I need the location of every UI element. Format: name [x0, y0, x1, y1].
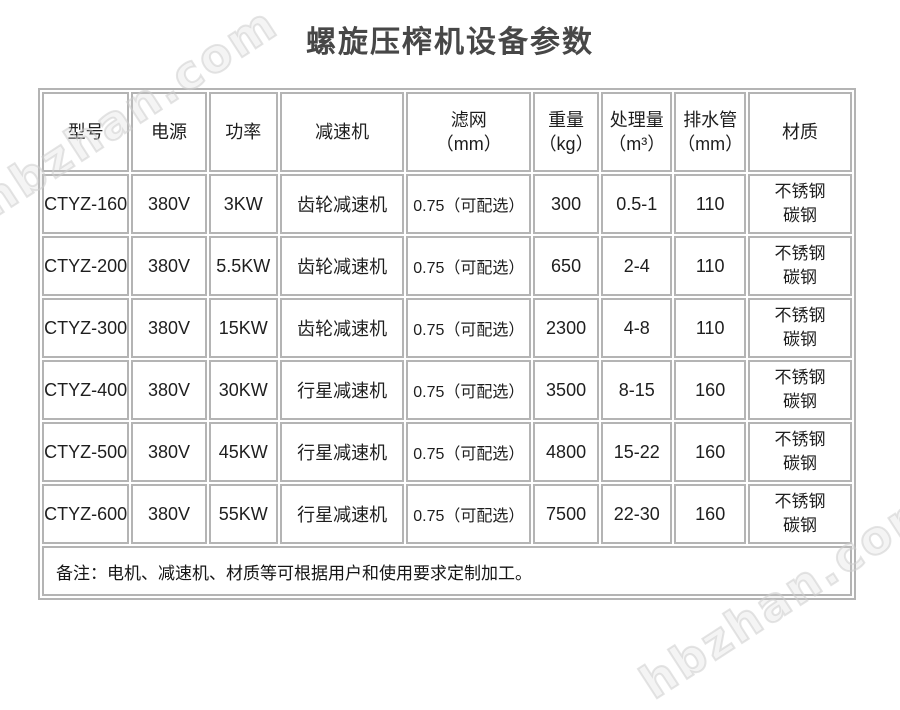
column-header-label: 型号 — [67, 121, 104, 142]
column-header-filter: 滤网 （mm） — [406, 92, 532, 172]
cell-drain-pipe: 110 — [674, 298, 746, 358]
cell-material: 不锈钢 碳钢 — [747, 422, 852, 482]
table-body: CTYZ-160 380V 3KW 齿轮减速机 0.75（可配选） 300 0.… — [42, 174, 852, 544]
cell-power: 45KW — [208, 422, 278, 482]
column-header-unit: （mm） — [677, 134, 744, 154]
column-header-unit: （mm） — [435, 134, 502, 154]
column-header-unit: （m³） — [608, 134, 666, 154]
table-row: CTYZ-300 380V 15KW 齿轮减速机 0.75（可配选） 2300 … — [42, 298, 852, 358]
cell-model: CTYZ-400 — [42, 360, 130, 420]
cell-material: 不锈钢 碳钢 — [747, 236, 852, 296]
cell-capacity: 8-15 — [601, 360, 673, 420]
cell-filter: 0.75（可配选） — [406, 174, 532, 234]
note-text: 备注：电机、减速机、材质等可根据用户和使用要求定制加工。 — [42, 546, 852, 596]
cell-power: 55KW — [208, 484, 278, 544]
cell-power-supply: 380V — [131, 422, 207, 482]
column-header-label: 排水管 — [683, 109, 738, 130]
cell-power-supply: 380V — [131, 484, 207, 544]
cell-weight: 7500 — [533, 484, 600, 544]
cell-filter: 0.75（可配选） — [406, 298, 532, 358]
column-header-reducer: 减速机 — [279, 92, 405, 172]
column-header-power: 功率 — [208, 92, 278, 172]
cell-capacity: 15-22 — [601, 422, 673, 482]
cell-power: 5.5KW — [208, 236, 278, 296]
column-header-label: 材质 — [781, 121, 818, 142]
cell-reducer: 齿轮减速机 — [279, 236, 405, 296]
table-row: CTYZ-500 380V 45KW 行星减速机 0.75（可配选） 4800 … — [42, 422, 852, 482]
cell-material: 不锈钢 碳钢 — [747, 484, 852, 544]
note-row: 备注：电机、减速机、材质等可根据用户和使用要求定制加工。 — [42, 546, 852, 596]
cell-power-supply: 380V — [131, 298, 207, 358]
cell-weight: 650 — [533, 236, 600, 296]
cell-drain-pipe: 160 — [674, 422, 746, 482]
cell-material: 不锈钢 碳钢 — [747, 174, 852, 234]
cell-power-supply: 380V — [131, 360, 207, 420]
column-header-model: 型号 — [42, 92, 130, 172]
column-header-weight: 重量 （kg） — [533, 92, 600, 172]
column-header-label: 重量 — [548, 109, 585, 130]
cell-power: 30KW — [208, 360, 278, 420]
cell-weight: 2300 — [533, 298, 600, 358]
column-header-unit: （kg） — [538, 134, 594, 154]
cell-drain-pipe: 110 — [674, 236, 746, 296]
cell-model: CTYZ-300 — [42, 298, 130, 358]
column-header-drain-pipe: 排水管 （mm） — [674, 92, 746, 172]
page-title: 螺旋压榨机设备参数 — [306, 26, 594, 59]
cell-model: CTYZ-500 — [42, 422, 130, 482]
cell-drain-pipe: 110 — [674, 174, 746, 234]
cell-drain-pipe: 160 — [674, 360, 746, 420]
cell-reducer: 行星减速机 — [279, 360, 405, 420]
cell-capacity: 2-4 — [601, 236, 673, 296]
cell-capacity: 22-30 — [601, 484, 673, 544]
cell-filter: 0.75（可配选） — [406, 484, 532, 544]
table-row: CTYZ-200 380V 5.5KW 齿轮减速机 0.75（可配选） 650 … — [42, 236, 852, 296]
cell-drain-pipe: 160 — [674, 484, 746, 544]
cell-capacity: 4-8 — [601, 298, 673, 358]
spec-table: 型号 电源 功率 减速机 滤网 （mm） 重量 （kg） — [38, 88, 856, 600]
cell-model: CTYZ-160 — [42, 174, 130, 234]
cell-filter: 0.75（可配选） — [406, 360, 532, 420]
table-header-row: 型号 电源 功率 减速机 滤网 （mm） 重量 （kg） — [42, 92, 852, 172]
column-header-material: 材质 — [747, 92, 852, 172]
cell-power-supply: 380V — [131, 174, 207, 234]
column-header-power-supply: 电源 — [131, 92, 207, 172]
cell-capacity: 0.5-1 — [601, 174, 673, 234]
column-header-label: 电源 — [151, 121, 188, 142]
cell-weight: 300 — [533, 174, 600, 234]
cell-reducer: 行星减速机 — [279, 484, 405, 544]
cell-material: 不锈钢 碳钢 — [747, 360, 852, 420]
cell-weight: 4800 — [533, 422, 600, 482]
column-header-label: 功率 — [225, 121, 262, 142]
table-row: CTYZ-160 380V 3KW 齿轮减速机 0.75（可配选） 300 0.… — [42, 174, 852, 234]
column-header-label: 滤网 — [450, 109, 487, 130]
cell-power: 3KW — [208, 174, 278, 234]
column-header-label: 减速机 — [315, 121, 370, 142]
cell-model: CTYZ-600 — [42, 484, 130, 544]
column-header-label: 处理量 — [609, 109, 664, 130]
cell-reducer: 齿轮减速机 — [279, 298, 405, 358]
column-header-capacity: 处理量 （m³） — [601, 92, 673, 172]
table-row: CTYZ-600 380V 55KW 行星减速机 0.75（可配选） 7500 … — [42, 484, 852, 544]
cell-power: 15KW — [208, 298, 278, 358]
cell-filter: 0.75（可配选） — [406, 236, 532, 296]
cell-model: CTYZ-200 — [42, 236, 130, 296]
table-row: CTYZ-400 380V 30KW 行星减速机 0.75（可配选） 3500 … — [42, 360, 852, 420]
cell-weight: 3500 — [533, 360, 600, 420]
cell-filter: 0.75（可配选） — [406, 422, 532, 482]
cell-reducer: 行星减速机 — [279, 422, 405, 482]
cell-reducer: 齿轮减速机 — [279, 174, 405, 234]
cell-power-supply: 380V — [131, 236, 207, 296]
cell-material: 不锈钢 碳钢 — [747, 298, 852, 358]
